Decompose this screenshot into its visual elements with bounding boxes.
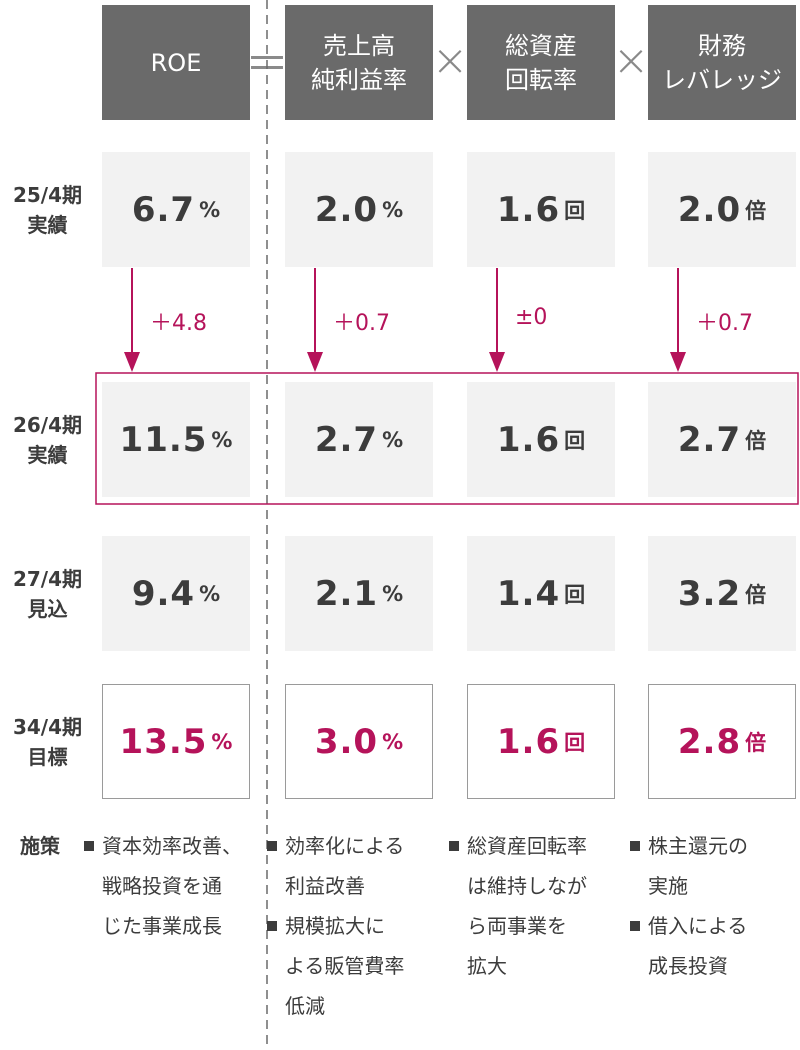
value-cell: 2.0% [285, 152, 433, 267]
cell-value: 1.6 [496, 189, 561, 230]
value-cell: 11.5% [102, 382, 250, 497]
column-header-text: 財務 レバレッジ [662, 31, 782, 94]
measure-item: 規模拡大に よる販管費率 低減 [267, 906, 437, 1026]
column-header-turnover: 総資産 回転率 [467, 5, 615, 120]
cell-unit: 倍 [745, 428, 767, 453]
bullet-square-icon [267, 841, 277, 851]
cell-value: 2.0 [677, 189, 742, 230]
change-arrow-head [307, 352, 323, 372]
cell-value: 2.8 [677, 721, 742, 762]
measure-item: 株主還元の 実施 [630, 826, 800, 906]
value-cell: 1.6 回 [467, 684, 615, 799]
value-cell: 2.7% [285, 382, 433, 497]
measure-column: 資本効率改善、 戦略投資を通 じた事業成長 [84, 826, 254, 946]
cell-unit: % [382, 427, 404, 452]
bullet-square-icon [630, 841, 640, 851]
row-label: 27/4期 見込 [12, 566, 83, 621]
cell-value: 9.4 [131, 573, 196, 614]
value-cell: 6.7% [102, 152, 250, 267]
measure-text: 規模拡大に よる販管費率 低減 [285, 914, 405, 1018]
bullet-square-icon [267, 921, 277, 931]
change-arrow-head [124, 352, 140, 372]
cell-unit: % [199, 581, 221, 606]
column-header-roe: ROE [102, 5, 250, 120]
measure-text: 借入による 成長投資 [648, 914, 748, 978]
highlight-row-frame [95, 372, 799, 505]
cell-unit: % [382, 197, 404, 222]
cell-unit: 回 [564, 582, 586, 607]
row-label: 25/4期 実績 [12, 182, 83, 237]
value-cell: 2.8 倍 [648, 684, 796, 799]
cell-value: 1.4 [496, 573, 561, 614]
change-arrow-head [489, 352, 505, 372]
cell-value: 2.0 [314, 189, 379, 230]
column-header-text: ROE [150, 48, 202, 77]
cell-unit: 倍 [745, 198, 767, 223]
cell-value: 6.7 [131, 189, 196, 230]
cell-value: 1.6 [496, 721, 561, 762]
cell-value: 13.5 [119, 721, 208, 762]
measure-column: 効率化による 利益改善規模拡大に よる販管費率 低減 [267, 826, 437, 1026]
cell-unit: 倍 [745, 582, 767, 607]
column-header-leverage: 財務 レバレッジ [648, 5, 796, 120]
bullet-square-icon [449, 841, 459, 851]
value-cell: 1.6 回 [467, 382, 615, 497]
change-label: ＋0.7 [696, 311, 753, 336]
cell-unit: 回 [564, 428, 586, 453]
value-cell: 2.1% [285, 536, 433, 651]
change-label: ＋0.7 [333, 311, 390, 336]
column-header-text: 総資産 回転率 [505, 31, 577, 94]
change-arrow-head [670, 352, 686, 372]
cell-value: 1.6 [496, 419, 561, 460]
multiply-sign: × [612, 34, 650, 86]
row-label: 26/4期 実績 [12, 412, 83, 467]
cell-unit: % [211, 729, 233, 754]
row-label: 34/4期 目標 [12, 714, 83, 769]
bullet-square-icon [630, 921, 640, 931]
cell-unit: 回 [564, 198, 586, 223]
measure-item: 借入による 成長投資 [630, 906, 800, 986]
measure-item: 総資産回転率 は維持しなが ら両事業を 拡大 [449, 826, 619, 986]
cell-value: 3.0 [314, 721, 379, 762]
measure-item: 資本効率改善、 戦略投資を通 じた事業成長 [84, 826, 254, 946]
cell-unit: 回 [564, 730, 586, 755]
value-cell: 1.6 回 [467, 152, 615, 267]
value-cell: 2.0 倍 [648, 152, 796, 267]
value-cell: 9.4% [102, 536, 250, 651]
cell-value: 2.1 [314, 573, 379, 614]
value-cell: 3.2 倍 [648, 536, 796, 651]
cell-unit: % [211, 427, 233, 452]
bullet-square-icon [84, 841, 94, 851]
change-label: ＋4.8 [150, 311, 207, 336]
measure-text: 資本効率改善、 戦略投資を通 じた事業成長 [102, 834, 242, 938]
cell-value: 2.7 [677, 419, 742, 460]
cell-value: 3.2 [677, 573, 742, 614]
value-cell: 2.7 倍 [648, 382, 796, 497]
cell-value: 2.7 [314, 419, 379, 460]
cell-value: 11.5 [119, 419, 208, 460]
measure-column: 総資産回転率 は維持しなが ら両事業を 拡大 [449, 826, 619, 986]
cell-unit: 倍 [745, 730, 767, 755]
cell-unit: % [199, 197, 221, 222]
value-cell: 13.5% [102, 684, 250, 799]
measure-item: 効率化による 利益改善 [267, 826, 437, 906]
multiply-sign: × [431, 34, 469, 86]
column-header-margin: 売上高 純利益率 [285, 5, 433, 120]
measure-text: 効率化による 利益改善 [285, 834, 405, 898]
column-header-text: 売上高 純利益率 [311, 31, 407, 94]
value-cell: 1.4 回 [467, 536, 615, 651]
value-cell: 3.0% [285, 684, 433, 799]
measure-text: 株主還元の 実施 [648, 834, 748, 898]
cell-unit: % [382, 729, 404, 754]
measure-column: 株主還元の 実施 借入による 成長投資 [630, 826, 800, 986]
cell-unit: % [382, 581, 404, 606]
measure-text: 総資産回転率 は維持しなが ら両事業を 拡大 [467, 834, 587, 978]
change-label: ±0 [515, 305, 548, 330]
measures-label: 施策 [20, 834, 60, 858]
